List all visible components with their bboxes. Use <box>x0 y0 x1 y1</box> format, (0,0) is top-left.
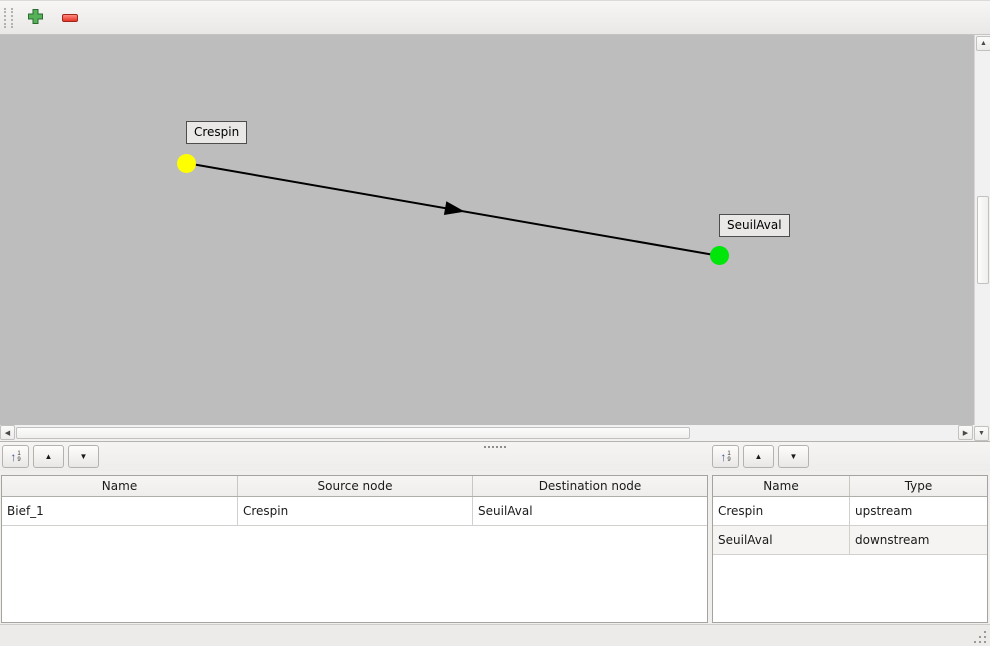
column-header-name[interactable]: Name <box>713 476 850 496</box>
node-seuilaval[interactable] <box>710 246 729 265</box>
links-move-down-button[interactable]: ▼ <box>68 445 99 468</box>
node-label-seuilaval[interactable]: SeuilAval <box>719 214 790 237</box>
toolbar-grip-handle[interactable] <box>4 7 13 28</box>
add-plus-icon <box>27 8 44 28</box>
canvas-vertical-scrollbar[interactable]: ▲ <box>974 35 990 425</box>
nodes-move-up-button[interactable]: ▲ <box>743 445 774 468</box>
scroll-up-icon: ▲ <box>980 40 987 47</box>
cell-link-destination[interactable]: SeuilAval <box>478 504 533 518</box>
scroll-left-button[interactable]: ◀ <box>0 425 15 440</box>
remove-minus-icon <box>62 13 78 22</box>
vertical-scroll-thumb[interactable] <box>977 196 989 284</box>
column-header-name[interactable]: Name <box>2 476 238 496</box>
network-canvas[interactable]: Crespin SeuilAval <box>0 35 974 425</box>
sort-ascending-icon: ↑ <box>10 449 17 464</box>
nodes-move-down-button[interactable]: ▼ <box>778 445 809 468</box>
move-down-icon: ▼ <box>79 452 88 461</box>
table-row-bief1[interactable]: Bief_1 Crespin SeuilAval <box>2 497 707 526</box>
splitter-handle-icon[interactable] <box>484 446 486 448</box>
cell-node-name[interactable]: Crespin <box>713 497 850 525</box>
node-crespin[interactable] <box>177 154 196 173</box>
links-table: Name Source node Destination node Bief_1… <box>1 475 708 623</box>
table-row-crespin[interactable]: Crespin upstream <box>713 497 987 526</box>
column-header-source-node[interactable]: Source node <box>238 476 473 496</box>
node-label-crespin[interactable]: Crespin <box>186 121 248 144</box>
nodes-table: Name Type Crespin upstream SeuilAval dow… <box>712 475 988 623</box>
cell-node-type[interactable]: upstream <box>855 504 913 518</box>
status-bar <box>0 624 990 646</box>
cell-link-source[interactable]: Crespin <box>238 497 473 525</box>
scroll-left-icon: ◀ <box>4 429 11 437</box>
scroll-down-button[interactable]: ▼ <box>974 426 989 441</box>
canvas-horizontal-scrollbar[interactable]: ◀ ▶ <box>0 425 974 441</box>
add-button[interactable] <box>22 5 48 31</box>
scroll-down-icon: ▼ <box>978 430 985 437</box>
move-up-icon: ▲ <box>44 452 53 461</box>
links-table-header: Name Source node Destination node <box>2 476 707 497</box>
table-row-seuilaval[interactable]: SeuilAval downstream <box>713 526 987 555</box>
edge-layer <box>185 162 721 257</box>
column-header-destination-node[interactable]: Destination node <box>538 479 642 493</box>
scroll-up-button[interactable]: ▲ <box>976 36 990 51</box>
move-up-icon: ▲ <box>754 452 763 461</box>
remove-button[interactable] <box>57 5 83 31</box>
main-toolbar <box>0 1 990 35</box>
edge-arrow-icon <box>443 201 465 216</box>
resize-grip-icon[interactable] <box>972 629 986 643</box>
column-header-type[interactable]: Type <box>904 479 933 493</box>
move-down-icon: ▼ <box>789 452 798 461</box>
sort-ascending-icon: ↑ <box>720 449 727 464</box>
cell-node-type[interactable]: downstream <box>855 533 930 547</box>
horizontal-scroll-thumb[interactable] <box>16 427 690 439</box>
links-move-up-button[interactable]: ▲ <box>33 445 64 468</box>
nodes-table-header: Name Type <box>713 476 987 497</box>
scroll-right-icon: ▶ <box>962 429 969 437</box>
cell-node-name[interactable]: SeuilAval <box>713 526 850 554</box>
scroll-right-button[interactable]: ▶ <box>958 425 973 440</box>
cell-link-name[interactable]: Bief_1 <box>2 497 238 525</box>
